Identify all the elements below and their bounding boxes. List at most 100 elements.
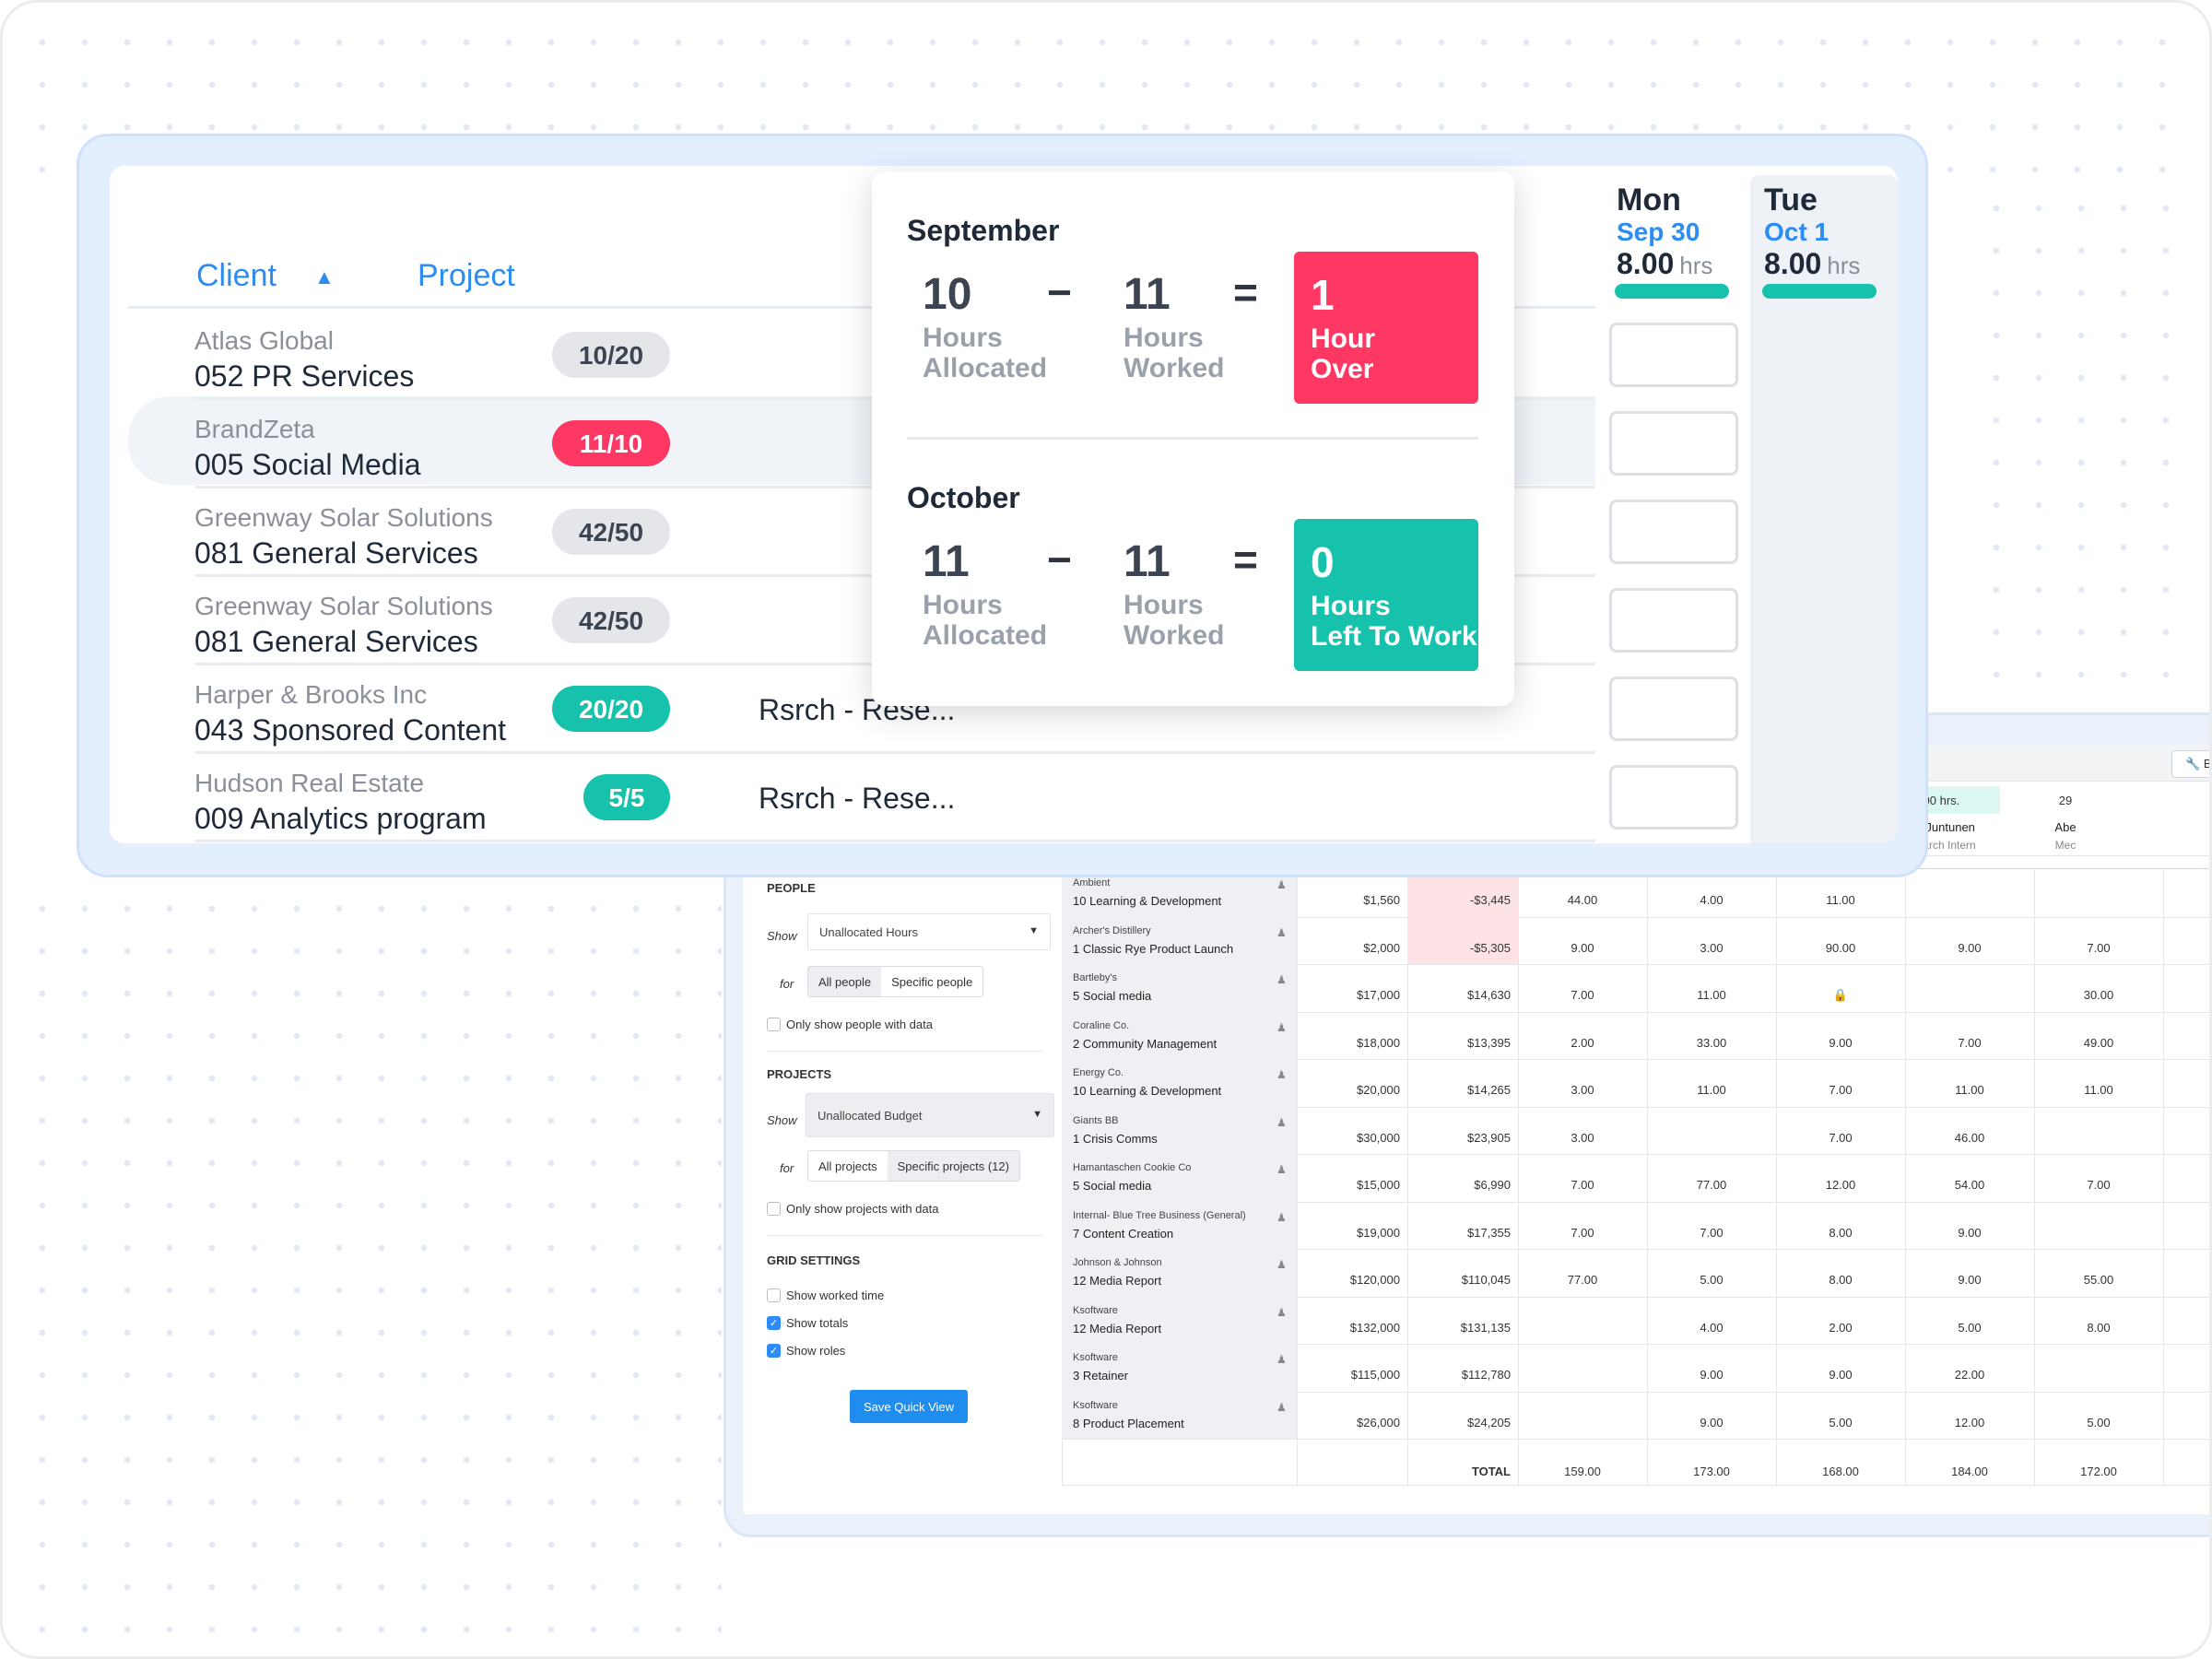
allocation-cell[interactable]: 7.00: [1571, 1178, 1594, 1192]
people-show-select[interactable]: Unallocated Hours ▼: [807, 913, 1051, 950]
allocation-cell[interactable]: 44.00: [1567, 893, 1598, 907]
row-project[interactable]: 12 Media Report: [1073, 1274, 1162, 1288]
row-project[interactable]: 7 Content Creation: [1073, 1226, 1174, 1241]
person-icon[interactable]: ♟: [1277, 1210, 1287, 1224]
person-icon[interactable]: ♟: [1277, 1400, 1287, 1414]
allocation-cell[interactable]: 9.00: [1958, 1225, 1982, 1240]
bulk-button[interactable]: 🔧 Bulk: [2171, 750, 2209, 778]
person-icon[interactable]: ♟: [1277, 1020, 1287, 1034]
day-cell-mon[interactable]: [1609, 588, 1738, 653]
allocation-cell[interactable]: 3.00: [1571, 1083, 1594, 1097]
allocation-cell[interactable]: 7.00: [1571, 988, 1594, 1002]
row-project[interactable]: 8 Product Placement: [1073, 1416, 1184, 1430]
allocation-cell[interactable]: 11.00: [2084, 1083, 2113, 1097]
sort-up-icon[interactable]: ▲: [314, 265, 335, 288]
specific-people-option[interactable]: Specific people: [891, 975, 973, 989]
allocation-cell[interactable]: 8.00: [1829, 1273, 1853, 1287]
person-icon[interactable]: ♟: [1277, 1115, 1287, 1129]
allocation-cell[interactable]: 8.00: [1829, 1225, 1853, 1240]
day-cell-mon[interactable]: [1609, 500, 1738, 564]
allocation-cell[interactable]: 11.00: [1826, 893, 1855, 907]
project-name[interactable]: 005 Social Media: [194, 448, 421, 481]
allocation-cell[interactable]: 33.00: [1696, 1035, 1727, 1050]
person-name[interactable]: Abe: [2054, 820, 2077, 834]
allocation-cell[interactable]: 5.00: [2087, 1415, 2111, 1430]
row-project[interactable]: 1 Classic Rye Product Launch: [1073, 941, 1234, 956]
allocation-cell[interactable]: 30.00: [2083, 988, 2114, 1002]
row-project[interactable]: 10 Learning & Development: [1073, 894, 1222, 908]
only-people-with-data-checkbox[interactable]: Only show people with data: [767, 1018, 933, 1031]
allocation-cell[interactable]: 7.00: [1958, 1035, 1982, 1050]
allocation-cell[interactable]: 12.00: [1825, 1178, 1856, 1192]
day-cell-mon[interactable]: [1609, 677, 1738, 741]
allocation-cell[interactable]: 49.00: [2083, 1035, 2114, 1050]
allocation-cell[interactable]: 11.00: [1697, 1083, 1726, 1097]
allocation-cell[interactable]: 77.00: [1567, 1273, 1598, 1287]
allocation-cell[interactable]: 9.00: [1829, 1035, 1853, 1050]
hours-pill[interactable]: 42/50: [552, 509, 670, 555]
show-totals-checkbox[interactable]: ✓ Show totals: [767, 1316, 848, 1330]
hours-pill[interactable]: 5/5: [583, 774, 670, 820]
person-icon[interactable]: ♟: [1277, 925, 1287, 939]
allocation-cell[interactable]: 5.00: [1958, 1320, 1982, 1335]
allocation-cell[interactable]: 3.00: [1700, 940, 1724, 955]
save-quick-view-button[interactable]: Save Quick View: [850, 1390, 968, 1423]
allocation-cell[interactable]: 4.00: [1700, 1320, 1724, 1335]
hours-pill[interactable]: 42/50: [552, 597, 670, 643]
allocation-cell[interactable]: 8.00: [2087, 1320, 2111, 1335]
row-project[interactable]: 5 Social media: [1073, 989, 1152, 1003]
allocation-cell[interactable]: 54.00: [1954, 1178, 1985, 1192]
allocation-cell[interactable]: 4.00: [1700, 893, 1724, 907]
allocation-cell[interactable]: 77.00: [1696, 1178, 1727, 1192]
allocation-cell[interactable]: 9.00: [1571, 940, 1594, 955]
hours-pill[interactable]: 10/20: [552, 332, 670, 378]
allocation-cell[interactable]: 9.00: [1829, 1368, 1853, 1382]
all-people-option[interactable]: All people: [808, 967, 882, 996]
allocation-cell[interactable]: 9.00: [1958, 940, 1982, 955]
project-name[interactable]: 081 General Services: [194, 625, 478, 658]
person-icon[interactable]: ♟: [1277, 1258, 1287, 1271]
person-icon[interactable]: ♟: [1277, 1163, 1287, 1176]
day-cell-mon[interactable]: [1609, 765, 1738, 830]
project-name[interactable]: 009 Analytics program: [194, 802, 487, 835]
role-name[interactable]: Rsrch - Rese...: [759, 782, 956, 815]
project-name[interactable]: 043 Sponsored Content: [194, 713, 507, 747]
allocation-cell[interactable]: 7.00: [1829, 1083, 1853, 1097]
allocation-cell[interactable]: 11.00: [1697, 988, 1726, 1002]
allocation-cell[interactable]: 7.00: [2087, 940, 2111, 955]
allocation-cell[interactable]: 9.00: [1700, 1415, 1724, 1430]
allocation-cell[interactable]: 55.00: [2083, 1273, 2114, 1287]
allocation-cell[interactable]: 7.00: [2087, 1178, 2111, 1192]
row-project[interactable]: 2 Community Management: [1073, 1036, 1218, 1051]
day-cell-mon[interactable]: [1609, 323, 1738, 387]
allocation-cell[interactable]: 3.00: [1571, 1130, 1594, 1145]
allocation-cell[interactable]: 46.00: [1954, 1130, 1985, 1145]
allocation-cell[interactable]: 2.00: [1571, 1035, 1594, 1050]
person-icon[interactable]: ♟: [1277, 878, 1287, 891]
all-projects-option[interactable]: All projects: [818, 1159, 877, 1173]
row-project[interactable]: 12 Media Report: [1073, 1321, 1162, 1335]
hours-pill[interactable]: 20/20: [552, 686, 670, 732]
person-icon[interactable]: ♟: [1277, 1068, 1287, 1081]
project-name[interactable]: 052 PR Services: [194, 359, 415, 393]
project-column-header[interactable]: Project: [418, 258, 515, 293]
allocation-cell[interactable]: 7.00: [1700, 1225, 1724, 1240]
projects-show-select[interactable]: Unallocated Budget ▼: [806, 1093, 1054, 1137]
row-project[interactable]: 5 Social media: [1073, 1179, 1152, 1193]
allocation-cell[interactable]: 12.00: [1954, 1415, 1985, 1430]
allocation-cell[interactable]: 90.00: [1825, 940, 1856, 955]
allocation-cell[interactable]: 7.00: [1829, 1130, 1853, 1145]
allocation-cell[interactable]: 2.00: [1829, 1320, 1853, 1335]
specific-projects-option[interactable]: Specific projects (12): [887, 1151, 1019, 1181]
allocation-cell[interactable]: 7.00: [1571, 1225, 1594, 1240]
show-roles-checkbox[interactable]: ✓ Show roles: [767, 1344, 845, 1358]
row-project[interactable]: 10 Learning & Development: [1073, 1084, 1222, 1098]
row-project[interactable]: 1 Crisis Comms: [1073, 1131, 1158, 1146]
only-projects-with-data-checkbox[interactable]: Only show projects with data: [767, 1202, 938, 1216]
show-worked-time-checkbox[interactable]: Show worked time: [767, 1288, 884, 1302]
person-icon[interactable]: ♟: [1277, 973, 1287, 986]
row-project[interactable]: 3 Retainer: [1073, 1369, 1128, 1382]
allocation-cell[interactable]: 5.00: [1829, 1415, 1853, 1430]
client-column-header[interactable]: Client: [196, 258, 276, 293]
allocation-cell[interactable]: 9.00: [1958, 1273, 1982, 1287]
